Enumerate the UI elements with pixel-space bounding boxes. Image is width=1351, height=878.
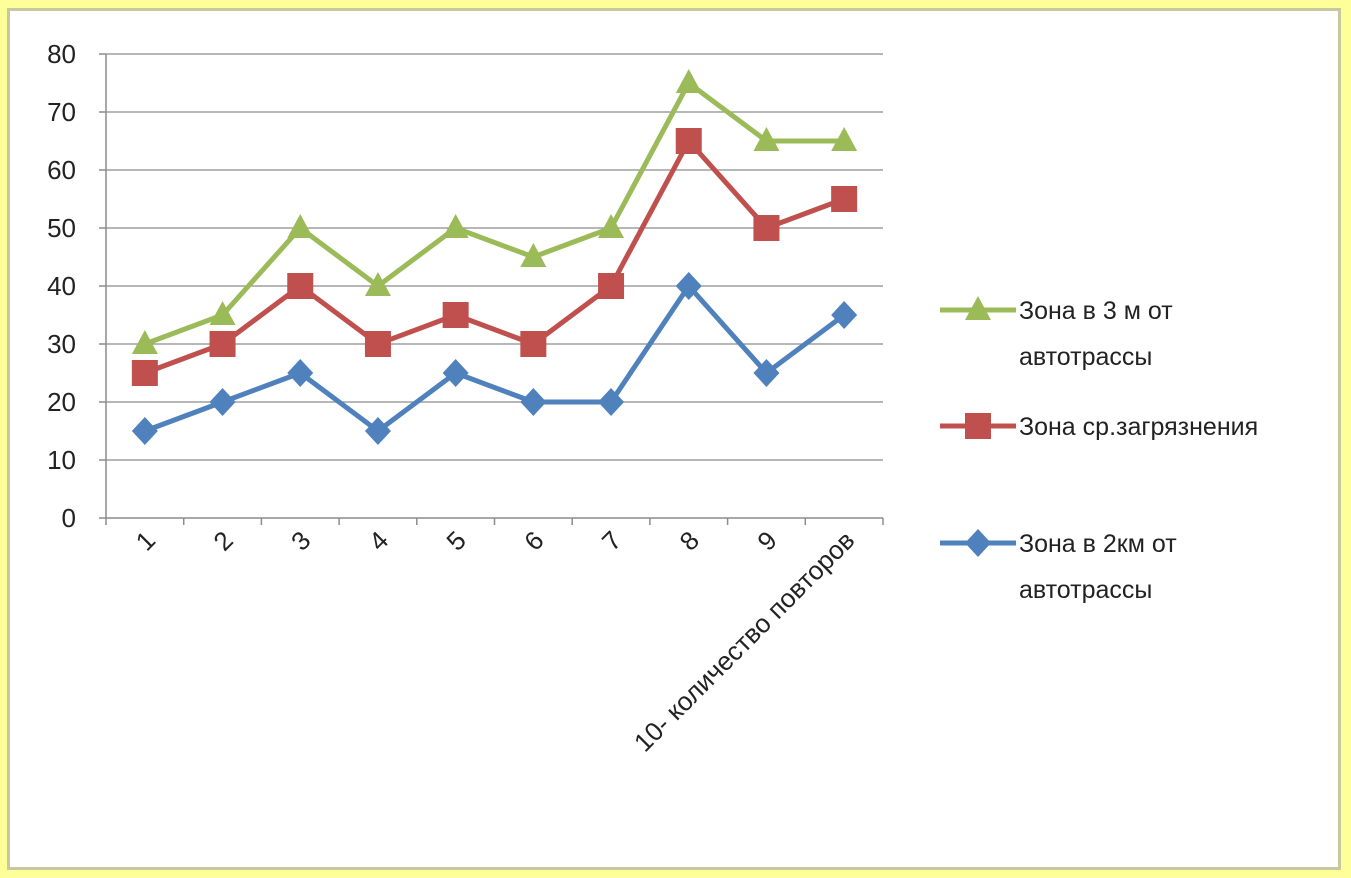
series-line [143, 138, 846, 376]
x-tick-label: 3 [285, 525, 316, 556]
y-tick-label: 40 [47, 271, 76, 301]
series-2 [131, 128, 858, 386]
legend-marker [965, 529, 991, 557]
data-point [520, 388, 547, 416]
chart-frame: 0 10 20 30 40 50 60 70 80 1 2 3 4 5 6 7 8 9 10- количеств… [7, 8, 1341, 870]
data-point [442, 302, 469, 328]
data-point [364, 331, 391, 357]
data-point [831, 301, 858, 329]
legend-item-2: Зона ср.загрязнения [940, 413, 1258, 441]
data-point [364, 272, 391, 296]
data-point [675, 69, 702, 93]
data-point [831, 127, 858, 151]
x-tick-label: 1 [130, 525, 161, 556]
y-tick-label: 30 [47, 329, 76, 359]
y-tick-label: 80 [47, 39, 76, 69]
data-point [131, 360, 158, 386]
x-tick-label: 9 [751, 525, 782, 556]
data-point [131, 417, 158, 445]
axes [99, 53, 884, 525]
legend-label: Зона в 3 м от [1019, 297, 1173, 325]
x-tick-label: 4 [363, 525, 394, 556]
data-point [831, 186, 858, 212]
legend-marker [965, 296, 991, 320]
series-1 [131, 69, 858, 354]
data-point [753, 359, 780, 387]
data-point [520, 331, 547, 357]
y-tick-label: 10 [47, 445, 76, 475]
data-point [287, 214, 314, 238]
data-point [520, 243, 547, 267]
data-point [209, 331, 236, 357]
data-point [131, 330, 158, 354]
legend-label: автотрассы [1019, 343, 1152, 371]
y-axis-tick-labels: 0 10 20 30 40 50 60 70 80 [47, 39, 76, 533]
x-tick-label: 8 [674, 525, 705, 556]
data-point [442, 214, 469, 238]
x-axis-tick-labels: 1 2 3 4 5 6 7 8 910- количество повторов [130, 525, 861, 757]
legend-item-3: Зона в 2км от автотрассы [940, 529, 1177, 604]
x-tick-label: 7 [596, 525, 627, 556]
data-point [364, 417, 391, 445]
data-point [209, 301, 236, 325]
series-lines [131, 69, 858, 445]
data-point [287, 359, 314, 387]
y-tick-label: 50 [47, 213, 76, 243]
series-line [143, 80, 845, 347]
data-point [598, 388, 625, 416]
y-tick-label: 70 [47, 97, 76, 127]
legend-marker [965, 413, 991, 439]
data-point [675, 128, 702, 154]
legend-label: Зона в 2км от [1019, 530, 1177, 558]
data-point [209, 388, 236, 416]
legend: Зона в 3 м от автотрассы Зона ср.загрязнен… [940, 296, 1258, 604]
legend-item-1: Зона в 3 м от автотрассы [940, 296, 1173, 371]
legend-label: Зона ср.загрязнения [1019, 413, 1258, 441]
data-point [675, 272, 702, 300]
x-tick-label: 2 [207, 525, 238, 556]
y-tick-label: 20 [47, 387, 76, 417]
series-3 [131, 272, 858, 445]
data-point [598, 214, 625, 238]
data-point [287, 273, 314, 299]
x-tick-label: 6 [518, 525, 549, 556]
data-point [753, 127, 780, 151]
x-tick-label: 5 [440, 525, 471, 556]
data-point [598, 273, 625, 299]
x-tick-label: 10- количество повторов [628, 525, 860, 757]
series-line [143, 283, 846, 434]
y-tick-label: 60 [47, 155, 76, 185]
data-point [753, 215, 780, 241]
y-tick-label: 0 [62, 503, 76, 533]
line-chart: 0 10 20 30 40 50 60 70 80 1 2 3 4 5 6 7 8 910- количеств… [47, 39, 1258, 758]
legend-label: автотрассы [1019, 576, 1152, 604]
data-point [442, 359, 469, 387]
